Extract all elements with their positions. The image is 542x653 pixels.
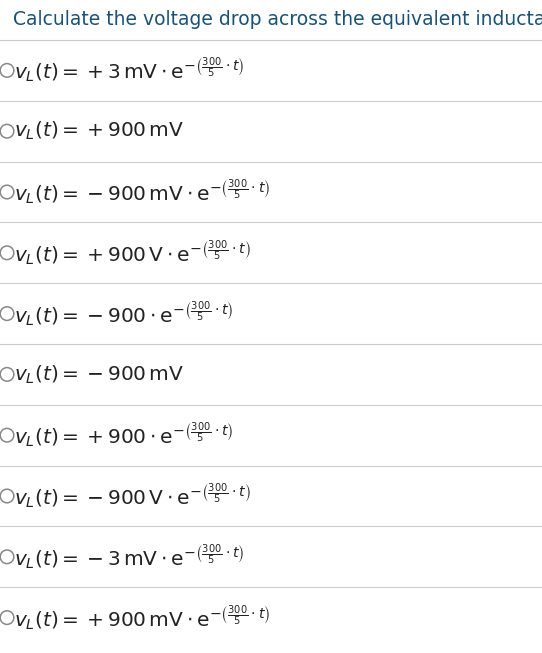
- Text: $v_L(t) = +900\,\mathrm{V} \cdot \mathrm{e}^{-\left(\frac{300}{5} \cdot t\right): $v_L(t) = +900\,\mathrm{V} \cdot \mathrm…: [14, 238, 250, 268]
- Text: $v_L(t) = +900\,\mathrm{mV}$: $v_L(t) = +900\,\mathrm{mV}$: [14, 120, 184, 142]
- Text: $v_L(t) = -900\,\mathrm{mV} \cdot \mathrm{e}^{-\left(\frac{300}{5} \cdot t\right: $v_L(t) = -900\,\mathrm{mV} \cdot \mathr…: [14, 177, 270, 207]
- Text: $v_L(t) = -900\,\mathrm{V} \cdot \mathrm{e}^{-\left(\frac{300}{5} \cdot t\right): $v_L(t) = -900\,\mathrm{V} \cdot \mathrm…: [14, 481, 250, 511]
- Text: $v_L(t) = -3\,\mathrm{mV} \cdot \mathrm{e}^{-\left(\frac{300}{5} \cdot t\right)}: $v_L(t) = -3\,\mathrm{mV} \cdot \mathrm{…: [14, 542, 244, 572]
- Text: $v_L(t) = +3\,\mathrm{mV} \cdot \mathrm{e}^{-\left(\frac{300}{5} \cdot t\right)}: $v_L(t) = +3\,\mathrm{mV} \cdot \mathrm{…: [14, 56, 244, 86]
- Text: $v_L(t) = +900 \cdot \mathrm{e}^{-\left(\frac{300}{5} \cdot t\right)}$: $v_L(t) = +900 \cdot \mathrm{e}^{-\left(…: [14, 421, 234, 450]
- Text: $v_L(t) = +900\,\mathrm{mV} \cdot \mathrm{e}^{-\left(\frac{300}{5} \cdot t\right: $v_L(t) = +900\,\mathrm{mV} \cdot \mathr…: [14, 603, 270, 633]
- Text: Calculate the voltage drop across the equivalent inductance.: Calculate the voltage drop across the eq…: [13, 10, 542, 29]
- Text: $v_L(t) = -900 \cdot \mathrm{e}^{-\left(\frac{300}{5} \cdot t\right)}$: $v_L(t) = -900 \cdot \mathrm{e}^{-\left(…: [14, 298, 234, 328]
- Text: $v_L(t) = -900\,\mathrm{mV}$: $v_L(t) = -900\,\mathrm{mV}$: [14, 363, 184, 385]
